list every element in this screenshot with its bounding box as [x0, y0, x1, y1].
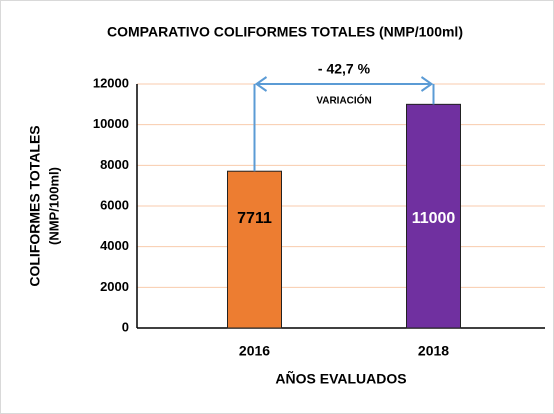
chart-title: COMPARATIVO COLIFORMES TOTALES (NMP/100m…: [107, 24, 463, 40]
bracket: [253, 84, 435, 172]
y-tick-label: 0: [122, 319, 129, 334]
y-tick-label: 8000: [100, 157, 129, 172]
y-axis-label: COLIFORMES TOTALES: [27, 125, 43, 286]
x-tick-label: 2016: [239, 343, 270, 359]
y-tick-label: 4000: [100, 238, 129, 253]
y-axis-label: (NMP/100ml): [46, 167, 61, 245]
arrow-head: [254, 76, 268, 92]
arrow-head: [420, 76, 434, 92]
y-tick-label: 12000: [93, 75, 129, 90]
bar: [227, 170, 282, 329]
annotation: VARIACIÓN: [316, 94, 371, 107]
y-tick-label: 2000: [100, 279, 129, 294]
x-axis-label: AÑOS EVALUADOS: [275, 370, 406, 387]
annotation: - 42,7 %: [318, 61, 371, 77]
value-label: 7711: [237, 210, 272, 227]
y-tick-label: 6000: [100, 197, 129, 212]
bar: [406, 103, 461, 329]
value-label: 11000: [412, 210, 456, 227]
x-tick-label: 2018: [418, 343, 449, 359]
y-tick-label: 10000: [93, 116, 129, 131]
